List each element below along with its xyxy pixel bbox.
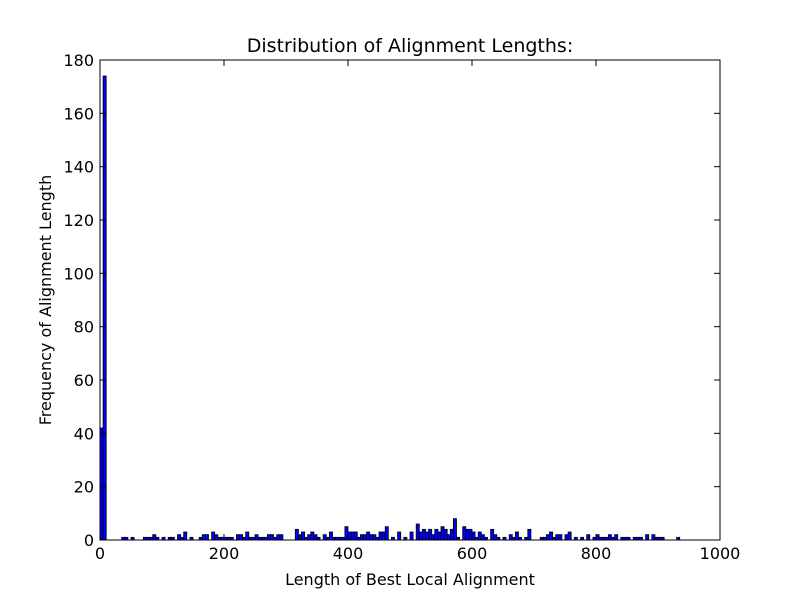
histogram-bar xyxy=(183,531,188,541)
histogram-bar xyxy=(245,531,250,541)
histogram-bar xyxy=(372,534,377,541)
y-tick-label: 80 xyxy=(74,318,94,337)
histogram-bar xyxy=(350,531,355,541)
y-axis-ticks: 0 20 40 60 80 100 120 140 160 180 xyxy=(63,51,720,550)
histogram-bar xyxy=(369,534,374,541)
histogram-bar xyxy=(421,528,426,541)
histogram-bar xyxy=(307,534,312,541)
histogram-bar xyxy=(546,534,550,541)
histogram-bar xyxy=(437,531,442,541)
y-tick-label: 20 xyxy=(74,478,94,497)
histogram-bar xyxy=(279,534,284,541)
histogram-bar xyxy=(443,528,448,541)
histogram-bar xyxy=(328,531,333,541)
histogram-bar xyxy=(425,531,429,541)
histogram-bar xyxy=(204,534,209,541)
histogram-bar xyxy=(549,531,553,541)
histogram-bar xyxy=(384,526,389,541)
histogram-bar xyxy=(254,534,259,541)
histogram-bar xyxy=(415,523,420,541)
histogram-bar xyxy=(409,531,414,541)
histogram-bar xyxy=(381,531,386,541)
histogram-bar xyxy=(297,534,302,541)
x-tick-label: 200 xyxy=(209,544,240,563)
histogram-bar xyxy=(434,528,439,541)
histogram-bar xyxy=(152,534,157,541)
histogram-bar xyxy=(651,534,656,541)
histogram-bar xyxy=(493,534,498,541)
histogram-bar xyxy=(301,531,305,541)
bars-group xyxy=(99,75,681,541)
x-tick-label: 0 xyxy=(95,544,105,563)
histogram-bar xyxy=(235,534,240,541)
y-tick-label: 0 xyxy=(84,531,94,550)
histogram-bar xyxy=(508,534,513,541)
histogram-bar xyxy=(555,534,560,541)
histogram-bar xyxy=(378,531,383,541)
histogram-bar xyxy=(201,534,206,541)
x-tick-label: 400 xyxy=(333,544,364,563)
histogram-bar xyxy=(276,534,281,541)
histogram-bar xyxy=(477,531,482,541)
y-axis-label: Frequency of Alignment Length xyxy=(36,175,55,426)
histogram-bar xyxy=(366,531,371,541)
histogram-bar xyxy=(239,534,243,541)
histogram-bar xyxy=(440,526,445,541)
y-tick-label: 160 xyxy=(63,104,94,123)
histogram-bar xyxy=(428,528,433,541)
histogram-bar xyxy=(359,534,364,541)
histogram-bar xyxy=(397,531,402,541)
histogram-bar xyxy=(363,534,367,541)
x-tick-label: 1000 xyxy=(700,544,741,563)
x-axis-label: Length of Best Local Alignment xyxy=(285,570,535,589)
histogram-bar xyxy=(211,531,216,541)
histogram-bar xyxy=(270,534,274,541)
histogram-bar xyxy=(527,528,532,541)
histogram-bar xyxy=(567,531,572,541)
y-tick-label: 100 xyxy=(63,264,94,283)
histogram-bar xyxy=(214,534,219,541)
histogram-bar xyxy=(313,534,318,541)
histogram-bar xyxy=(102,75,107,541)
x-axis-ticks: 0 200 400 600 800 1000 xyxy=(95,60,740,563)
histogram-bar xyxy=(645,534,650,541)
histogram-bar xyxy=(586,534,591,541)
histogram-bar xyxy=(418,531,423,541)
histogram-bar xyxy=(564,534,569,541)
histogram-bar xyxy=(515,531,519,541)
histogram-bar xyxy=(446,534,451,541)
histogram-bar xyxy=(310,531,315,541)
histogram-bar xyxy=(353,531,358,541)
histogram-bar xyxy=(322,534,327,541)
y-tick-label: 60 xyxy=(74,371,94,390)
histogram-bar xyxy=(449,528,454,541)
histogram-bar xyxy=(431,534,436,541)
histogram-bar xyxy=(266,534,271,541)
plot-frame xyxy=(99,59,721,541)
y-tick-label: 120 xyxy=(63,211,94,230)
histogram-bar xyxy=(452,518,457,541)
chart-title: Distribution of Alignment Lengths: xyxy=(247,35,573,57)
histogram-bar xyxy=(480,534,485,541)
histogram-bar xyxy=(294,528,299,541)
histogram-bar xyxy=(177,534,181,541)
histogram-bar xyxy=(462,526,467,541)
x-tick-label: 800 xyxy=(581,544,612,563)
y-tick-label: 140 xyxy=(63,158,94,177)
y-tick-label: 40 xyxy=(74,424,94,443)
histogram-bar xyxy=(608,534,612,541)
histogram-bar xyxy=(490,528,495,541)
histogram-bar xyxy=(465,528,470,541)
histogram-bar xyxy=(614,534,619,541)
x-tick-label: 600 xyxy=(457,544,488,563)
y-tick-label: 180 xyxy=(63,51,94,70)
histogram-bar xyxy=(558,534,563,541)
